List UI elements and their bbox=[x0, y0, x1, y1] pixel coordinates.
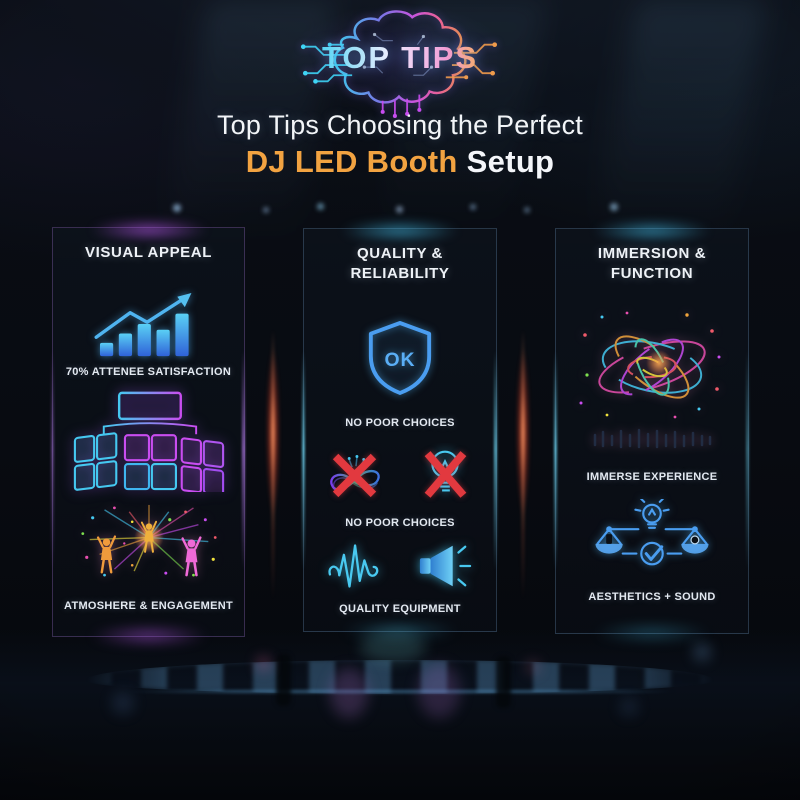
title-rest: Setup bbox=[466, 144, 555, 180]
bokeh-light bbox=[330, 668, 368, 718]
brain-circuit-icon bbox=[300, 10, 498, 118]
card-visual-appeal: VISUAL APPEAL 70% ATTENEE SATISFACTION bbox=[52, 227, 245, 637]
red-light-streak bbox=[264, 330, 282, 600]
ambient-dot bbox=[317, 203, 324, 210]
page-title: Top Tips Choosing the Perfect DJ LED Boo… bbox=[0, 110, 800, 180]
shield-badge-text: OK bbox=[384, 349, 415, 371]
crossed-bulb-icon bbox=[424, 450, 467, 498]
bokeh-light bbox=[360, 632, 426, 662]
mid-label: IMMERSE EXPERIENCE bbox=[586, 470, 718, 483]
crossed-cables-icon bbox=[330, 453, 380, 498]
balance-scale-icon bbox=[595, 498, 709, 566]
bokeh-light bbox=[694, 644, 710, 660]
stage-front-edge bbox=[120, 690, 680, 693]
mid-label: NO POOR CHOICES bbox=[345, 416, 455, 429]
card-title: IMMERSION & FUNCTION bbox=[597, 245, 707, 283]
title-line-1: Top Tips Choosing the Perfect bbox=[216, 110, 583, 140]
card-immersion-function: IMMERSION & FUNCTION bbox=[555, 228, 749, 634]
bokeh-light bbox=[418, 664, 460, 718]
bottom-label: QUALITY EQUIPMENT bbox=[339, 602, 461, 615]
speaker-icon bbox=[419, 545, 472, 587]
ambient-dot bbox=[263, 207, 269, 213]
logo-glow bbox=[270, 0, 530, 122]
logo-text: TOP TIPS bbox=[321, 40, 479, 75]
shield-ok-icon: OK bbox=[368, 320, 432, 395]
bottom-label: AESTHETICS + SOUND bbox=[588, 590, 716, 603]
red-light-streak bbox=[514, 330, 532, 600]
ambient-dot bbox=[396, 206, 403, 213]
title-line-2: DJ LED Booth Setup bbox=[0, 144, 800, 180]
crowd-party-icon bbox=[80, 504, 217, 577]
stage-floor-graphic bbox=[0, 628, 800, 800]
card-title: VISUAL APPEAL bbox=[85, 244, 212, 261]
stat-label: 70% ATTENEE SATISFACTION bbox=[65, 365, 232, 378]
title-highlight: DJ LED Booth bbox=[245, 144, 458, 180]
stage-light-strip bbox=[85, 660, 715, 694]
ambient-dot bbox=[610, 203, 618, 211]
bokeh-light bbox=[112, 692, 134, 714]
ambient-dot bbox=[524, 207, 530, 213]
bottom-label: ATMOSHERE & ENGAGEMENT bbox=[64, 599, 233, 612]
bokeh-light bbox=[258, 658, 269, 669]
waveform-icon bbox=[328, 544, 379, 588]
card-title: QUALITY & RELIABILITY bbox=[350, 245, 450, 283]
ambient-dot bbox=[173, 204, 181, 212]
growth-chart-icon bbox=[94, 292, 191, 356]
mid-label-2: NO POOR CHOICES bbox=[345, 516, 455, 529]
silhouette-figure bbox=[496, 656, 511, 708]
bokeh-light bbox=[620, 698, 638, 716]
silhouette-figure bbox=[276, 654, 291, 706]
logo: TOP TIPS bbox=[270, 0, 530, 122]
bokeh-light bbox=[528, 662, 538, 672]
card-quality-reliability: QUALITY & RELIABILITY OK NO POOR CHOICES bbox=[303, 228, 497, 632]
led-booth-icon bbox=[73, 391, 224, 492]
ambient-dot bbox=[470, 204, 476, 210]
vortex-swirl-icon bbox=[579, 311, 721, 449]
